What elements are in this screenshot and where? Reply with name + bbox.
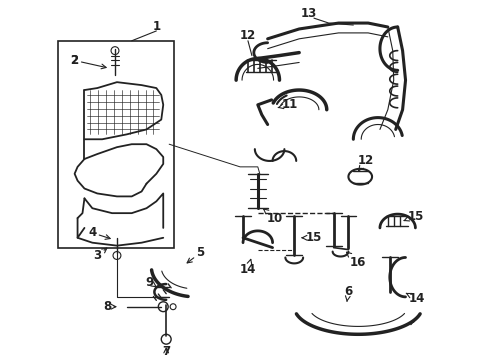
Text: 2: 2	[71, 54, 79, 67]
Text: 16: 16	[346, 252, 367, 269]
Text: 12: 12	[240, 30, 256, 42]
Text: 1: 1	[152, 19, 160, 32]
Text: 7: 7	[162, 345, 170, 357]
Text: 4: 4	[88, 226, 110, 239]
Text: 15: 15	[404, 210, 423, 222]
Text: 3: 3	[93, 248, 107, 262]
Text: 5: 5	[187, 246, 205, 263]
Text: 8: 8	[103, 300, 116, 313]
Text: 2: 2	[71, 54, 106, 69]
Text: 9: 9	[146, 276, 156, 289]
Text: 15: 15	[302, 231, 322, 244]
Text: 13: 13	[301, 7, 317, 20]
Text: 14: 14	[240, 259, 256, 276]
Text: 12: 12	[358, 154, 374, 171]
Text: 11: 11	[278, 98, 297, 111]
Bar	[58, 41, 174, 248]
Text: 6: 6	[344, 285, 352, 301]
Text: 14: 14	[406, 292, 425, 305]
Text: 10: 10	[264, 209, 283, 225]
